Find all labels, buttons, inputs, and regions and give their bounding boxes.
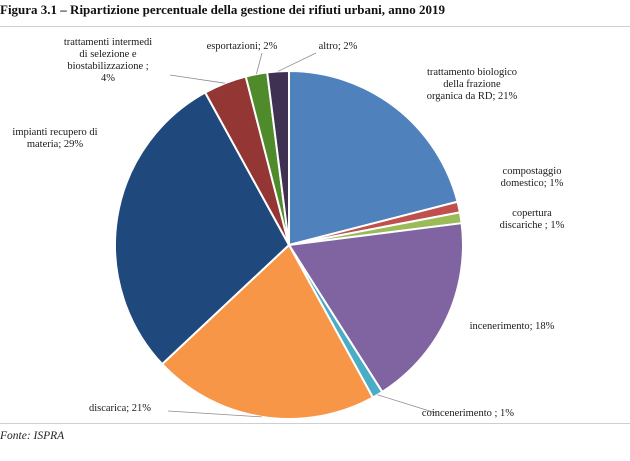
slice-label: copertura discariche ; 1%	[500, 208, 565, 231]
source-note: Fonte: ISPRA	[0, 430, 65, 442]
leader-lines	[167, 52, 437, 418]
slice-label: altro; 2%	[319, 41, 358, 52]
pie-slice	[287, 222, 465, 394]
leader-line	[167, 410, 262, 418]
leader-line	[256, 52, 263, 75]
pie-slice	[266, 69, 290, 246]
pie-slice	[113, 91, 291, 366]
pie-chart: trattamento biologico della frazione organ…	[12, 37, 565, 421]
pie-slice	[288, 69, 459, 247]
leader-line	[377, 394, 437, 414]
slice-labels: trattamento biologico della frazione organ…	[12, 37, 564, 419]
pie-slices	[113, 69, 465, 421]
chart-frame: trattamento biologico della frazione organ…	[0, 26, 630, 424]
slice-label: incenerimento; 18%	[470, 321, 555, 332]
slice-label: trattamenti intermedi di selezione e biost…	[64, 37, 152, 84]
leader-line	[169, 74, 225, 84]
slice-label: compostaggio domestico; 1%	[501, 166, 564, 189]
slice-label: coincenerimento ; 1%	[422, 408, 514, 419]
slice-label: esportazioni; 2%	[207, 41, 278, 52]
leader-line	[277, 52, 317, 72]
slice-label: trattamento biologico della frazione organ…	[427, 67, 518, 102]
slice-label: discarica; 21%	[89, 403, 151, 414]
slice-label: impianti recupero di materia; 29%	[12, 127, 97, 150]
figure-title: Figura 3.1 – Ripartizione percentuale de…	[0, 2, 446, 17]
